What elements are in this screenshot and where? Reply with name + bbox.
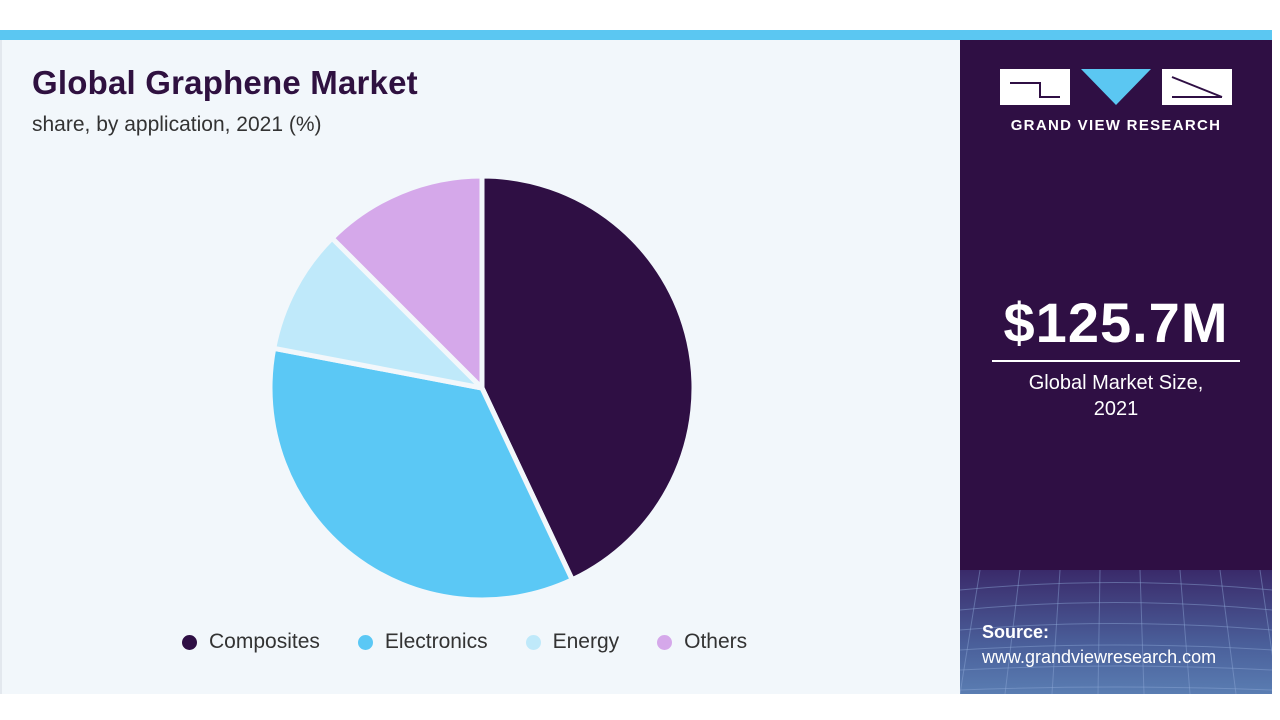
legend-label-energy: Energy bbox=[552, 630, 620, 653]
pie-chart bbox=[267, 173, 697, 603]
divider bbox=[992, 360, 1240, 362]
legend-item-composites: Composites bbox=[182, 630, 320, 654]
legend-item-energy: Energy bbox=[525, 630, 620, 654]
market-size-label: Global Market Size, 2021 bbox=[960, 370, 1272, 422]
pie-slice-others bbox=[329, 173, 485, 391]
chart-subtitle: share, by application, 2021 (%) bbox=[32, 113, 322, 136]
chart-panel: Global Graphene Market share, by applica… bbox=[0, 40, 960, 694]
legend-label-composites: Composites bbox=[209, 630, 320, 653]
legend-swatch-electronics bbox=[357, 634, 373, 650]
pie-slice-energy bbox=[271, 235, 485, 391]
legend-item-electronics: Electronics bbox=[357, 630, 488, 654]
top-accent-bar bbox=[0, 30, 1272, 40]
grid-lines-decoration bbox=[960, 570, 1272, 694]
side-panel: GRAND VIEW RESEARCH $125.7M Global Marke… bbox=[960, 40, 1272, 694]
pie-slice-electronics bbox=[267, 345, 575, 603]
legend-swatch-energy bbox=[525, 634, 541, 650]
market-size-label-line1: Global Market Size, bbox=[1028, 372, 1204, 394]
legend-swatch-composites bbox=[182, 634, 197, 650]
source-label: Source: bbox=[982, 622, 1050, 642]
grand-view-research-logo-icon bbox=[1000, 69, 1232, 105]
pie-slice-composites bbox=[479, 173, 697, 583]
legend-label-others: Others bbox=[684, 630, 748, 653]
infographic-card: Global Graphene Market share, by applica… bbox=[0, 40, 1272, 694]
grid-decoration bbox=[960, 570, 1272, 694]
legend-swatch-others bbox=[657, 634, 673, 650]
source-url[interactable]: www.grandviewresearch.com bbox=[982, 647, 1217, 667]
market-size-value: $125.7M bbox=[1003, 291, 1229, 354]
legend-item-others: Others bbox=[657, 630, 747, 654]
brand-name: GRAND VIEW RESEARCH bbox=[1010, 117, 1222, 134]
chart-title: Global Graphene Market bbox=[32, 64, 418, 101]
chart-legend: Composites Electronics Energy Others bbox=[182, 630, 785, 654]
market-size-label-line2: 2021 bbox=[1093, 398, 1139, 420]
legend-label-electronics: Electronics bbox=[384, 630, 488, 653]
